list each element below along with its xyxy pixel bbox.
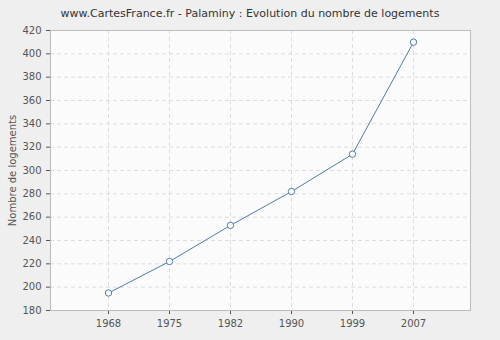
svg-text:200: 200 [22,281,41,292]
svg-text:360: 360 [22,95,41,106]
html-text:www.CartesFrance.fr - Palaminy: www.CartesFrance.fr - Palaminy : Evoluti… [60,7,440,20]
svg-text:400: 400 [22,48,41,59]
svg-text:300: 300 [22,165,41,176]
svg-text:260: 260 [22,211,41,222]
svg-text:2007: 2007 [401,318,426,329]
svg-text:340: 340 [22,118,41,129]
svg-text:1982: 1982 [218,318,243,329]
svg-text:1968: 1968 [96,318,121,329]
svg-text:320: 320 [22,141,41,152]
svg-text:420: 420 [22,25,41,36]
svg-text:Nombre de logements: Nombre de logements [7,115,18,226]
svg-text:240: 240 [22,235,41,246]
svg-text:280: 280 [22,188,41,199]
svg-text:220: 220 [22,258,41,269]
svg-text:380: 380 [22,71,41,82]
svg-text:1999: 1999 [340,318,365,329]
svg-text:1975: 1975 [157,318,182,329]
svg-text:180: 180 [22,305,41,316]
svg-text:1990: 1990 [279,318,304,329]
